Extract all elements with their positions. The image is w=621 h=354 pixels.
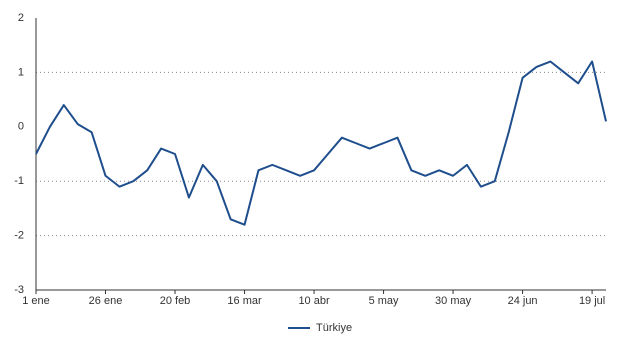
x-tick-label: 30 may — [435, 295, 472, 307]
x-tick-label: 5 may — [369, 295, 399, 307]
y-tick-label: 1 — [18, 66, 24, 78]
y-tick-label: -2 — [14, 230, 24, 242]
y-tick-label: 0 — [18, 121, 24, 133]
x-tick-label: 16 mar — [227, 295, 262, 307]
x-tick-label: 26 ene — [89, 295, 123, 307]
x-tick-label: 10 abr — [298, 295, 330, 307]
x-tick-label: 19 jul — [579, 295, 605, 307]
x-tick-label: 1 ene — [22, 295, 50, 307]
x-tick-label: 24 jun — [508, 295, 538, 307]
y-tick-label: -1 — [14, 175, 24, 187]
x-tick-label: 20 feb — [160, 295, 191, 307]
y-tick-label: -3 — [14, 284, 24, 296]
y-tick-label: 2 — [18, 12, 24, 24]
line — [35, 60, 607, 226]
legend-label: Türkiye — [316, 322, 352, 334]
